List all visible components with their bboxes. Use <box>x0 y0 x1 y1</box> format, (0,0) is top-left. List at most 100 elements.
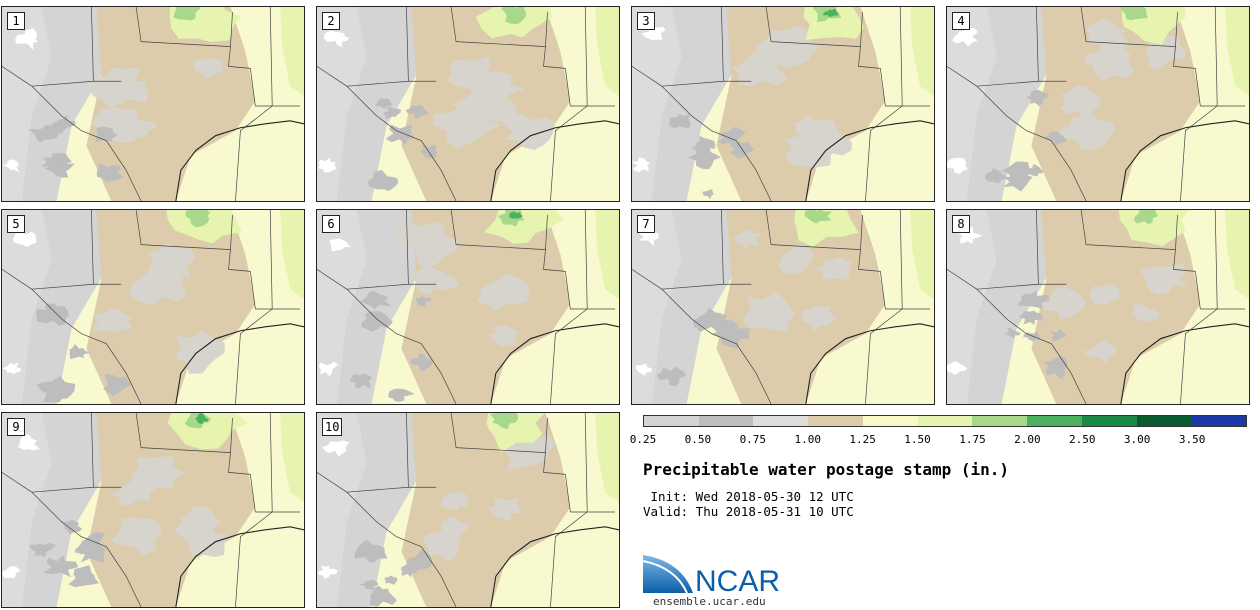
field-region <box>280 413 304 503</box>
field-region <box>109 482 152 507</box>
coastline <box>490 323 619 404</box>
colorbar-segment <box>1081 416 1137 426</box>
field-region <box>1225 7 1249 97</box>
field-region <box>952 27 978 47</box>
member-number: 7 <box>637 215 655 233</box>
member-number: 8 <box>952 215 970 233</box>
field-region <box>1060 85 1102 119</box>
field-region <box>1002 161 1035 179</box>
field-region <box>374 98 392 110</box>
field-region <box>595 413 619 503</box>
field-region <box>669 113 691 129</box>
field-region <box>361 310 393 332</box>
stamp-panel: 1 <box>1 6 305 202</box>
field-region <box>1084 18 1130 50</box>
field-region <box>947 361 968 376</box>
member-number: 6 <box>322 215 340 233</box>
precipitable-water-colorbar <box>643 415 1247 427</box>
field-region <box>641 24 666 41</box>
field-region <box>110 517 163 556</box>
field-region <box>716 210 886 404</box>
field-region <box>400 549 432 574</box>
country-border <box>317 66 457 201</box>
member-number: 2 <box>322 12 340 30</box>
colorbar-label: 1.25 <box>849 433 876 446</box>
field-region <box>947 7 997 201</box>
field-region <box>384 575 398 585</box>
field-region <box>691 135 716 151</box>
colorbar-label: 0.75 <box>739 433 767 446</box>
field-region <box>698 315 716 326</box>
state-border <box>976 210 1246 404</box>
field-region <box>36 375 76 403</box>
field-region <box>702 189 714 200</box>
field-region <box>718 127 746 146</box>
country-border <box>632 66 772 201</box>
state-border <box>661 7 931 201</box>
field-region <box>329 238 351 252</box>
member-number: 4 <box>952 12 970 30</box>
field-region <box>359 580 379 591</box>
colorbar-segment <box>1191 416 1247 426</box>
field-region <box>595 210 619 300</box>
country-border <box>947 269 1087 404</box>
field-region <box>475 274 530 312</box>
field-region <box>632 7 682 201</box>
field-region <box>86 210 256 404</box>
field-region <box>1049 328 1067 342</box>
precipitable-water-map <box>317 210 619 404</box>
field-region <box>733 228 763 250</box>
field-region <box>1017 290 1050 310</box>
field-region <box>2 413 52 607</box>
field-region <box>947 157 968 174</box>
field-region <box>489 497 521 523</box>
state-border <box>31 210 301 404</box>
field-region <box>280 7 304 97</box>
figure-title: Precipitable water postage stamp (in.) <box>643 460 1010 479</box>
field-region <box>185 210 211 228</box>
field-region <box>317 413 367 607</box>
field-region <box>500 7 527 24</box>
country-border <box>2 269 142 404</box>
field-region <box>392 220 458 266</box>
field-region <box>804 210 832 224</box>
field-region <box>318 361 339 377</box>
field-region <box>17 434 41 451</box>
state-border <box>346 413 616 607</box>
field-region <box>1130 303 1160 322</box>
field-region <box>280 210 304 300</box>
field-region <box>2 362 21 375</box>
field-region <box>317 210 367 404</box>
field-region <box>910 210 934 300</box>
country-border <box>317 269 457 404</box>
field-region <box>430 270 460 291</box>
field-region <box>711 312 728 323</box>
ncar-logo: NCAR <box>643 555 780 595</box>
field-region <box>96 163 124 182</box>
field-region <box>408 265 446 294</box>
field-region <box>188 529 229 558</box>
field-region <box>86 7 256 201</box>
coastline <box>490 526 619 607</box>
country-border <box>317 472 457 607</box>
country-border <box>947 66 1087 201</box>
field-region <box>1004 327 1021 339</box>
stamp-panel: 8 <box>946 209 1250 405</box>
member-number: 9 <box>7 418 25 436</box>
field-region <box>29 543 56 558</box>
field-region <box>130 456 187 495</box>
field-region <box>1057 113 1116 151</box>
field-region <box>385 124 416 146</box>
field-region <box>354 539 388 564</box>
state-border <box>661 210 931 404</box>
field-region <box>69 343 91 360</box>
time-info: Init: Wed 2018-05-30 12 UTC Valid: Thu 2… <box>643 489 854 519</box>
coastline <box>805 323 934 404</box>
field-region <box>687 144 722 170</box>
field-region <box>1089 284 1120 306</box>
field-region <box>755 26 820 69</box>
stamp-panel: 10 <box>316 412 620 608</box>
field-region <box>323 30 350 48</box>
field-region <box>317 157 337 173</box>
field-region <box>487 325 518 348</box>
